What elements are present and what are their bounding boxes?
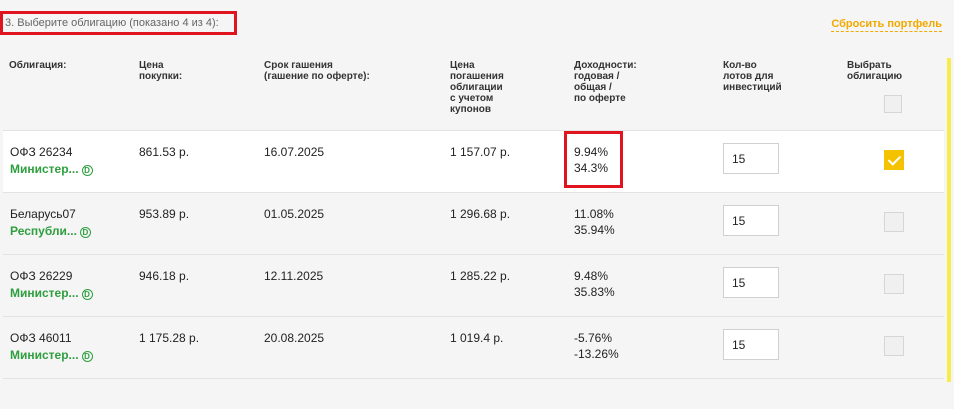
step-title: 3. Выберите облигацию (показано 4 из 4):: [0, 11, 237, 35]
scroll-indicator: [947, 58, 951, 382]
yield-total: 34.3%: [574, 161, 609, 175]
issuer-name[interactable]: Министер...: [10, 348, 79, 362]
issuer-name[interactable]: Республи...: [10, 224, 77, 238]
select-bond-checkbox[interactable]: [884, 150, 904, 170]
yield-highlight-box: [564, 131, 623, 188]
select-all-checkbox[interactable]: [884, 95, 902, 113]
table-row[interactable]: ОФЗ 46011 Министер... D 1 175.28 р. 20.08.20…: [3, 316, 944, 379]
yield-values: 11.08% 35.94%: [574, 206, 615, 238]
header-bond: Облигация:: [9, 60, 67, 71]
lots-input[interactable]: [723, 267, 779, 298]
bond-name: ОФЗ 26229: [10, 269, 73, 283]
bond-name: Беларусь07: [10, 207, 76, 221]
yield-annual: -5.76%: [574, 331, 613, 345]
select-bond-checkbox[interactable]: [884, 212, 904, 232]
bond-name: ОФЗ 26234: [10, 145, 73, 159]
yield-total: 35.94%: [574, 223, 615, 237]
issuer-link[interactable]: Республи... D: [10, 223, 91, 239]
select-bond-checkbox[interactable]: [884, 274, 904, 294]
select-bond-checkbox[interactable]: [884, 336, 904, 356]
document-icon[interactable]: D: [81, 351, 93, 362]
redemption-price: 1 285.22 р.: [450, 269, 511, 283]
purchase-price: 946.18 р.: [139, 269, 190, 283]
lots-input[interactable]: [723, 143, 779, 174]
purchase-price: 861.53 р.: [139, 145, 190, 159]
maturity-date: 01.05.2025: [264, 207, 325, 221]
bond-name: ОФЗ 46011: [10, 331, 72, 345]
yield-values: -5.76% -13.26%: [574, 330, 619, 362]
purchase-price: 953.89 р.: [139, 207, 190, 221]
document-icon[interactable]: D: [79, 227, 91, 238]
yield-values: 9.94% 34.3%: [574, 144, 608, 176]
lots-input[interactable]: [723, 329, 779, 360]
yield-annual: 9.48%: [574, 269, 609, 283]
yield-annual: 9.94%: [574, 145, 609, 159]
purchase-price: 1 175.28 р.: [139, 331, 200, 345]
table-row[interactable]: Беларусь07 Республи... D 953.89 р. 01.05.202…: [3, 192, 944, 254]
header-yield: Доходности: годовая / общая / по оферте: [574, 60, 637, 104]
redemption-price: 1 019.4 р.: [450, 331, 504, 345]
issuer-link[interactable]: Министер... D: [10, 347, 93, 363]
yield-annual: 11.08%: [574, 207, 614, 221]
maturity-date: 16.07.2025: [264, 145, 325, 159]
issuer-name[interactable]: Министер...: [10, 286, 79, 300]
redemption-price: 1 296.68 р.: [450, 207, 511, 221]
maturity-date: 20.08.2025: [264, 331, 325, 345]
bond-table: ОФЗ 26234 Министер... D 861.53 р. 16.07.2025…: [3, 130, 944, 379]
table-header: Облигация: Цена покупки: Срок гашения (г…: [0, 0, 944, 130]
document-icon[interactable]: D: [81, 289, 93, 300]
table-row[interactable]: ОФЗ 26229 Министер... D 946.18 р. 12.11.2025…: [3, 254, 944, 316]
header-price: Цена покупки:: [139, 60, 183, 82]
lots-input[interactable]: [723, 205, 779, 236]
table-row[interactable]: ОФЗ 26234 Министер... D 861.53 р. 16.07.2025…: [3, 130, 944, 192]
maturity-date: 12.11.2025: [264, 269, 324, 283]
yield-total: -13.26%: [574, 347, 619, 361]
redemption-price: 1 157.07 р.: [450, 145, 511, 159]
yield-values: 9.48% 35.83%: [574, 268, 615, 300]
header-redeem: Цена погашения облигации с учетом купоно…: [450, 60, 504, 115]
issuer-link[interactable]: Министер... D: [10, 285, 93, 301]
header-maturity: Срок гашения (гашение по оферте):: [264, 60, 370, 82]
header-lots: Кол-во лотов для инвестиций: [723, 60, 782, 93]
header-select: Выбрать облигацию: [847, 60, 903, 82]
document-icon[interactable]: D: [81, 165, 93, 176]
yield-total: 35.83%: [574, 285, 615, 299]
reset-portfolio-link[interactable]: Сбросить портфель: [831, 18, 942, 32]
issuer-name[interactable]: Министер...: [10, 162, 79, 176]
issuer-link[interactable]: Министер... D: [10, 161, 93, 177]
